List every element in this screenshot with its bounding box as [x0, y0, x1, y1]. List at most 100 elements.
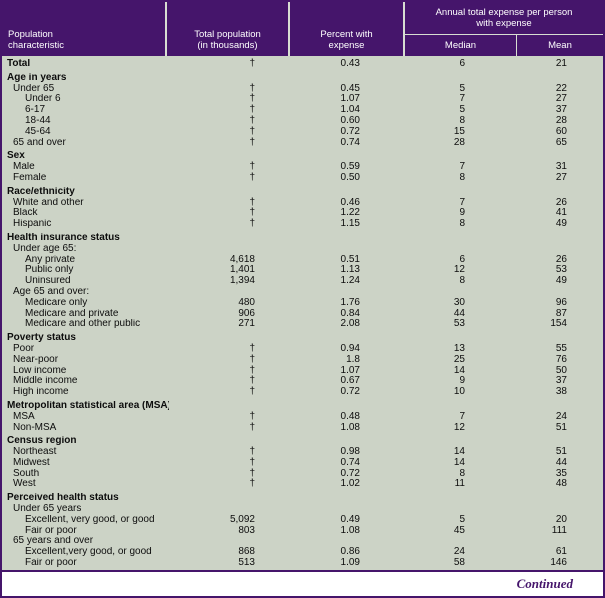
cell-mean: 53 — [555, 264, 567, 276]
table-row: Metropolitan statistical area (MSA) — [2, 401, 603, 412]
row-label: Non-MSA — [13, 422, 57, 433]
cell-percent-with-expense: 1.02 — [340, 478, 360, 490]
cell-total-population: † — [249, 125, 255, 137]
row-label: Excellent, very good, or good — [25, 514, 155, 525]
cell-mean: 31 — [555, 161, 567, 173]
row-label: Medicare and private — [25, 308, 119, 319]
cell-mean: 146 — [550, 557, 567, 569]
row-label: 65 and over — [13, 137, 66, 148]
cell-median: 5 — [459, 82, 465, 94]
cell-median: 7 — [459, 161, 465, 173]
row-label: Any private — [25, 254, 76, 265]
table-row: 45-64 † 0.72 15 60 — [2, 125, 603, 138]
row-label: South — [13, 468, 40, 479]
cell-mean: 60 — [555, 125, 567, 137]
cell-total-population: † — [249, 446, 255, 458]
cell-total-population: † — [249, 207, 255, 219]
cell-total-population: † — [249, 364, 255, 376]
cell-percent-with-expense: 0.43 — [340, 58, 360, 69]
column-header-median: Median — [405, 35, 517, 56]
cell-mean: 27 — [555, 171, 567, 183]
row-label: Excellent,very good, or good — [25, 547, 152, 558]
column-group-annual-expense-title: Annual total expense per person with exp… — [405, 2, 603, 35]
cell-total-population: † — [249, 58, 255, 69]
row-label: Under 6 — [25, 94, 61, 105]
cell-median: 30 — [453, 296, 465, 308]
cell-total-population: † — [249, 456, 255, 468]
cell-mean: 50 — [555, 364, 567, 376]
cell-total-population — [169, 536, 289, 547]
cell-mean: 24 — [555, 410, 567, 422]
table-row: Northeast † 0.98 14 51 — [2, 446, 603, 458]
continued-label: Continued — [516, 576, 573, 591]
cell-mean: 111 — [551, 524, 567, 536]
cell-total-population — [169, 187, 289, 198]
cell-percent-with-expense: 1.15 — [340, 218, 360, 230]
cell-percent-with-expense: 0.74 — [340, 456, 360, 468]
cell-percent-with-expense: 1.09 — [340, 557, 360, 569]
row-label: White and other — [13, 197, 84, 208]
cell-percent-with-expense: 1.22 — [340, 207, 360, 219]
cell-total-population: † — [249, 136, 255, 148]
cell-total-population: 803 — [238, 524, 255, 536]
table-body: Total † 0.43 6 21 Age in years Under 65 … — [2, 56, 603, 570]
cell-median: 5 — [459, 104, 465, 116]
cell-percent-with-expense: 0.46 — [340, 196, 360, 208]
column-header-mean: Mean — [548, 40, 572, 51]
row-label: Metropolitan statistical area (MSA) — [7, 400, 169, 411]
table-row: Male † 0.59 7 31 — [2, 161, 603, 173]
cell-percent-with-expense: 0.49 — [340, 513, 360, 525]
cell-median — [402, 493, 515, 504]
cell-median: 15 — [453, 125, 465, 137]
cell-median: 8 — [459, 218, 465, 230]
cell-total-population — [169, 233, 289, 244]
cell-total-population: † — [249, 161, 255, 173]
cell-total-population — [169, 504, 289, 515]
cell-total-population — [169, 73, 289, 84]
row-label: 65 years and over — [13, 536, 94, 547]
cell-total-population — [169, 151, 289, 162]
cell-mean: 35 — [555, 467, 567, 479]
cell-median: 44 — [453, 307, 465, 319]
cell-mean: 38 — [555, 386, 567, 398]
cell-mean: 44 — [555, 456, 567, 468]
cell-total-population: † — [249, 421, 255, 433]
column-subheaders: Median Mean — [405, 35, 603, 56]
cell-percent-with-expense: 1.07 — [340, 93, 360, 105]
table-row: Female † 0.50 8 27 — [2, 171, 603, 184]
row-label: Race/ethnicity — [7, 186, 75, 197]
cell-percent-with-expense: 1.08 — [340, 421, 360, 433]
footer: Continued — [2, 572, 603, 596]
cell-percent-with-expense: 0.74 — [340, 136, 360, 148]
cell-total-population: † — [249, 196, 255, 208]
cell-mean: 49 — [555, 218, 567, 230]
row-label: Sex — [7, 151, 25, 162]
table-row: Poor † 0.94 13 55 — [2, 343, 603, 355]
cell-mean — [515, 233, 603, 244]
table-row: Age in years — [2, 73, 603, 84]
cell-mean: 76 — [555, 353, 567, 365]
cell-median: 10 — [453, 386, 465, 398]
cell-percent-with-expense: 2.08 — [340, 318, 360, 330]
cell-median: 6 — [459, 253, 465, 265]
cell-total-population: 906 — [238, 307, 255, 319]
cell-percent-with-expense: 1.04 — [340, 104, 360, 116]
cell-median: 5 — [459, 513, 465, 525]
cell-median: 9 — [459, 207, 465, 219]
row-label: Under age 65: — [13, 243, 77, 254]
cell-total-population — [169, 333, 289, 344]
row-label: 6-17 — [25, 105, 46, 116]
row-label: Under 65 — [13, 83, 55, 94]
cell-percent-with-expense: 1.24 — [340, 275, 360, 287]
cell-total-population: † — [249, 478, 255, 490]
table-row: South † 0.72 8 35 — [2, 467, 603, 480]
cell-total-population — [169, 493, 289, 504]
cell-mean: 37 — [555, 104, 567, 116]
cell-mean: 48 — [555, 478, 567, 490]
table-row: High income † 0.72 10 38 — [2, 386, 603, 398]
row-label: Census region — [7, 436, 77, 447]
row-label: Fair or poor — [25, 525, 77, 536]
table-header: Population characteristic Total populati… — [2, 2, 603, 56]
cell-mean: 87 — [555, 307, 567, 319]
cell-mean: 51 — [555, 421, 567, 433]
